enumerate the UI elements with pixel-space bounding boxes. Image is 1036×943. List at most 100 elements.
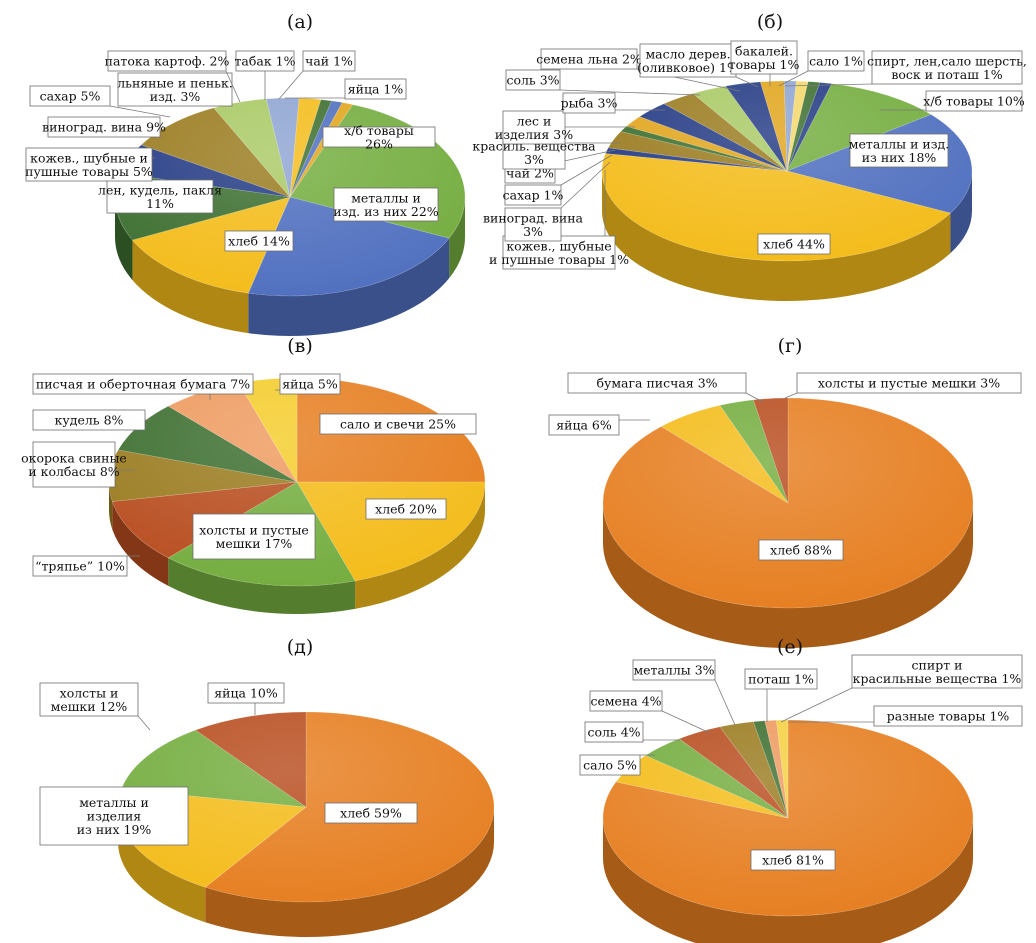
label-text: хлеб 88% xyxy=(770,543,832,558)
leader-line xyxy=(137,715,151,731)
label-text: сахар 5% xyxy=(40,89,101,104)
label-text: рыба 3% xyxy=(561,96,618,111)
label-box xyxy=(504,184,562,206)
pie-side-segment xyxy=(355,482,485,609)
data-label: хлеб 81% xyxy=(750,849,836,871)
label-text: разные товары 1% xyxy=(887,709,1010,724)
data-label: “тряпье” 10% xyxy=(32,555,140,577)
label-text: чай 1% xyxy=(305,54,353,69)
data-label: кудель 8% xyxy=(32,409,150,431)
leader-line xyxy=(714,679,736,726)
label-box xyxy=(925,90,1023,112)
data-label: яйца 10% xyxy=(207,682,285,715)
label-text: поташ 1% xyxy=(748,672,814,687)
label-box xyxy=(333,187,439,222)
data-label: металлы и изд. из них 18% xyxy=(849,133,949,168)
label-box xyxy=(32,441,116,488)
data-label: патока картоф. 2% xyxy=(105,50,241,103)
data-label: х/б товары 26% xyxy=(322,123,436,151)
data-label: масло дерев. (оливковое) 1% xyxy=(637,43,759,88)
label-text: писчая и оберточная бумага 7% xyxy=(36,377,250,392)
label-box xyxy=(567,372,747,394)
pie-side-segment xyxy=(132,240,249,334)
data-label: холсты и пустые мешки 3% xyxy=(784,372,1022,399)
leader-line xyxy=(109,105,171,118)
data-label: семена льна 2% xyxy=(536,48,741,92)
label-box xyxy=(319,413,477,435)
label-text: лен, кудель, пакля 11% xyxy=(98,182,222,211)
label-text: спирт, лен,сало шерсть, воск и поташ 1% xyxy=(867,53,1027,82)
label-box xyxy=(47,116,161,138)
label-box xyxy=(39,682,139,717)
label-box xyxy=(639,43,737,78)
label-box xyxy=(302,50,356,72)
label-text: спирт и красильные вещества 1% xyxy=(853,657,1022,686)
label-text: металлы 3% xyxy=(633,663,714,678)
leader-line xyxy=(560,154,613,186)
label-box xyxy=(39,786,189,846)
leader-line xyxy=(784,392,798,399)
chart-title-g: (г) xyxy=(778,335,803,357)
leader-line xyxy=(735,76,759,88)
label-box xyxy=(235,50,295,72)
label-text: сало 5% xyxy=(583,758,637,773)
label-box xyxy=(32,555,128,577)
label-box xyxy=(807,50,865,72)
data-label: виноград. вина 9% xyxy=(42,116,166,138)
pie-top-b xyxy=(601,80,973,262)
data-label: холсты и пустые мешки 17% xyxy=(192,513,316,560)
data-label: рыба 3% xyxy=(561,92,665,114)
pie-chart-e: (е) хлеб 81% сало 5% соль 4% семена 4% металл… xyxy=(579,636,1023,943)
leader-line xyxy=(780,687,853,723)
data-label: табак 1% xyxy=(235,50,296,100)
label-box xyxy=(32,373,254,395)
label-text: кожев., шубные и пушные товары 1% xyxy=(489,238,629,267)
data-label: хлеб 14% xyxy=(224,230,294,252)
label-text: табак 1% xyxy=(235,54,296,69)
pie-top-g xyxy=(602,397,974,609)
label-text: окорока свиные и колбасы 8% xyxy=(21,450,127,479)
pie-top-e xyxy=(602,719,974,917)
label-text: виноград. вина 9% xyxy=(42,120,166,135)
label-text: х/б товары 10% xyxy=(923,94,1025,109)
label-box xyxy=(744,668,818,690)
label-box xyxy=(207,682,285,704)
data-label: семена 4% xyxy=(589,690,711,734)
label-box xyxy=(107,50,227,72)
data-label: сало 1% xyxy=(778,50,865,87)
data-label: окорока свиные и колбасы 8% xyxy=(21,441,135,488)
pie-side-segment xyxy=(602,171,951,302)
leader-line xyxy=(661,710,711,734)
data-label: х/б товары 10% xyxy=(880,90,1025,112)
label-box xyxy=(849,133,949,168)
label-text: виноград. вина 3% xyxy=(483,210,584,239)
data-label: бумага писчая 3% xyxy=(567,372,764,403)
data-label: металлы и изд. из них 22% xyxy=(333,187,439,222)
chart-title-a: (а) xyxy=(287,11,313,33)
chart-title-v: (в) xyxy=(287,335,313,357)
label-box xyxy=(29,85,111,107)
data-label: чай 1% xyxy=(278,50,356,100)
label-box xyxy=(224,230,294,252)
data-label: сало 5% xyxy=(579,754,655,776)
data-label: металлы и изделия из них 19% xyxy=(39,786,189,846)
label-text: сало и свечи 25% xyxy=(340,417,456,432)
label-box xyxy=(632,659,716,681)
label-box xyxy=(106,179,214,214)
pie-chart-b: (б) х/б товары 10% металлы и изд. из них 18… xyxy=(472,11,1027,302)
label-box xyxy=(117,72,233,107)
data-label: сахар 1% xyxy=(503,154,613,206)
label-box xyxy=(562,92,616,114)
label-text: семена льна 2% xyxy=(536,52,642,67)
label-box xyxy=(324,802,418,824)
pie-chart-v: (в) сало и свечи 25% хлеб 20% холсты и пуст… xyxy=(21,335,486,614)
leader-line xyxy=(745,392,764,403)
chart-title-d: (д) xyxy=(287,636,314,658)
label-box xyxy=(730,40,798,75)
label-box xyxy=(548,414,620,436)
label-text: хлеб 20% xyxy=(375,502,437,517)
label-box xyxy=(192,513,316,560)
label-box xyxy=(25,147,153,182)
data-label: льняные и пеньк. изд. 3% xyxy=(117,72,233,107)
pie-side-segment xyxy=(449,197,465,279)
